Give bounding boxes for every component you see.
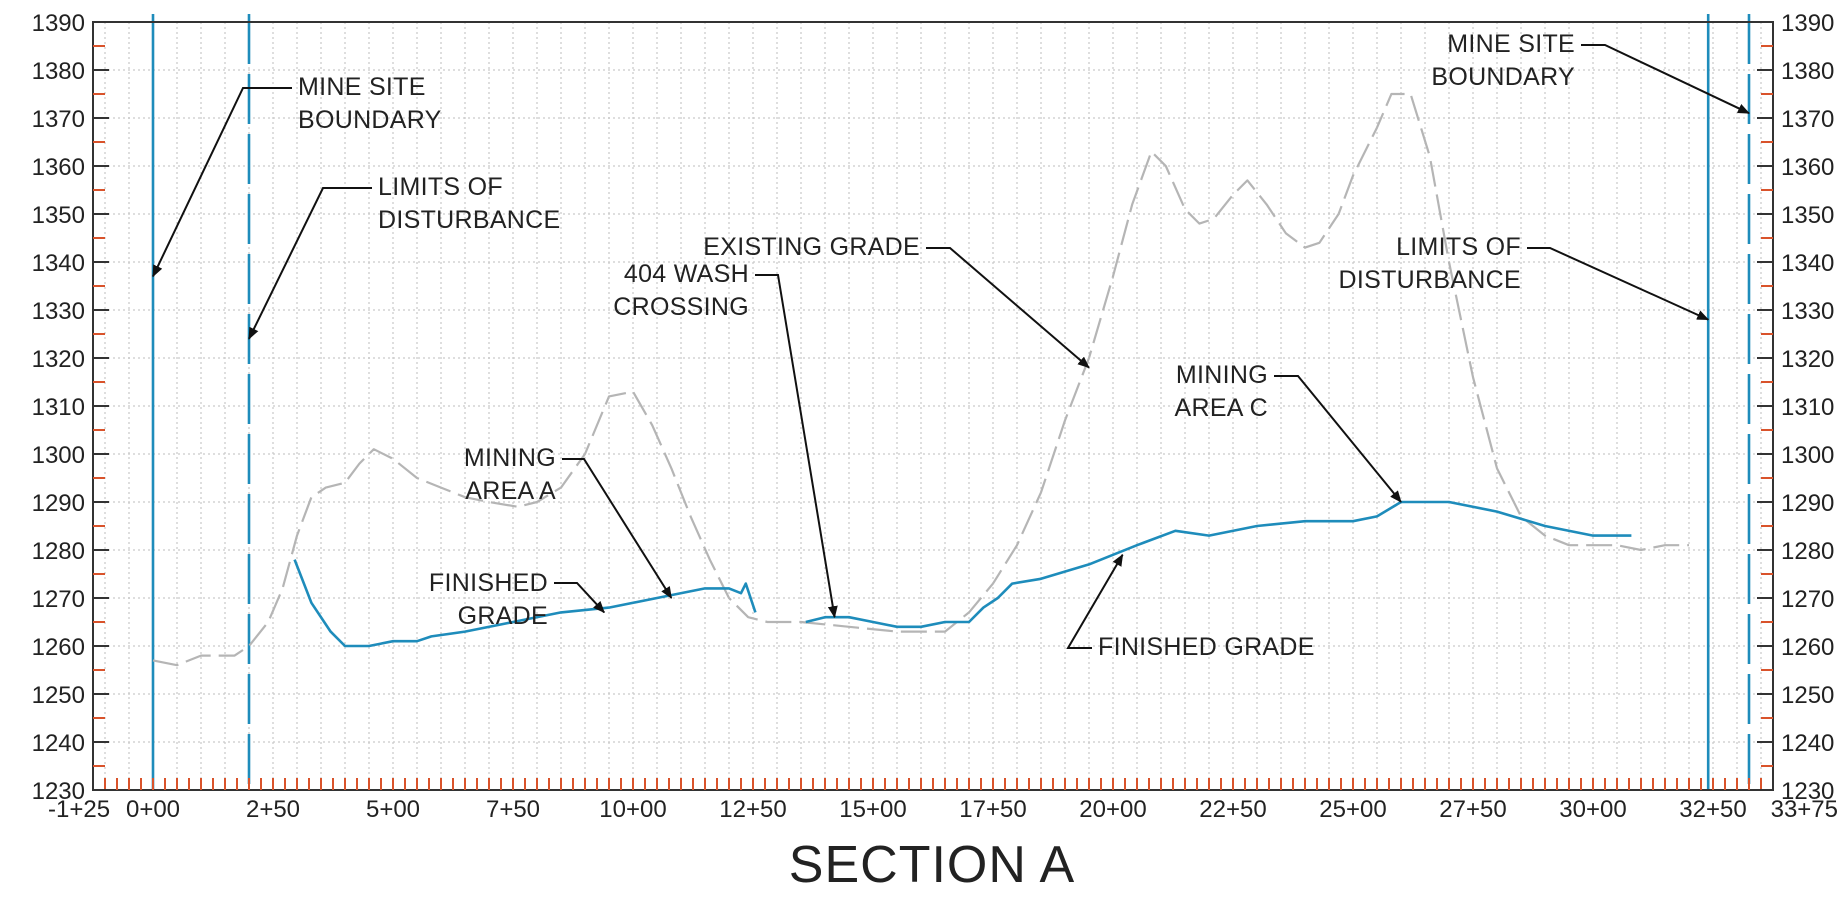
y-tick-label-left: 1250 <box>32 682 85 709</box>
y-tick-label-right: 1320 <box>1781 346 1834 373</box>
annotation-callout: MINE SITE BOUNDARY <box>1431 30 1750 115</box>
y-tick-label-left: 1240 <box>32 730 85 757</box>
annotation-leader-arrow <box>554 582 605 614</box>
y-tick-label-left: 1260 <box>32 634 85 661</box>
annotation-leader-arrow <box>1581 44 1750 115</box>
annotation-label: LIMITS OF <box>378 173 503 201</box>
annotation-label: FINISHED GRADE <box>1098 633 1315 661</box>
y-tick-label-left: 1330 <box>32 298 85 325</box>
y-tick-label-right: 1270 <box>1781 586 1834 613</box>
existing-grade-line <box>152 92 1689 667</box>
annotation-label: LIMITS OF <box>1396 233 1521 261</box>
annotation-leader-arrow <box>926 247 1090 369</box>
annotation-callout: MINING AREA C <box>1175 361 1402 503</box>
annotation-callout: LIMITS OF DISTURBANCE <box>248 173 561 340</box>
y-tick-label-left: 1310 <box>32 394 85 421</box>
annotation-label: DISTURBANCE <box>378 206 561 234</box>
y-tick-label-left: 1370 <box>32 106 85 133</box>
annotation-label: DISTURBANCE <box>1339 266 1522 294</box>
x-tick-label: 33+75 <box>1771 796 1838 823</box>
annotation-leader-arrow <box>1274 375 1402 503</box>
annotation-label: BOUNDARY <box>1431 63 1575 91</box>
x-tick-label: 2+50 <box>246 796 300 823</box>
annotation-callout: FINISHED GRADE <box>429 569 605 630</box>
annotation-label: EXISTING GRADE <box>703 233 920 261</box>
y-tick-label-right: 1390 <box>1781 10 1834 37</box>
y-tick-label-right: 1330 <box>1781 298 1834 325</box>
x-tick-label: 10+00 <box>599 796 666 823</box>
y-tick-label-right: 1350 <box>1781 202 1834 229</box>
y-tick-label-right: 1380 <box>1781 58 1834 85</box>
annotation-callout: MINE SITE BOUNDARY <box>152 73 442 278</box>
x-tick-label: 25+00 <box>1319 796 1386 823</box>
annotation-leader-arrow <box>248 187 372 340</box>
annotation-callout: FINISHED GRADE <box>1066 553 1315 661</box>
y-tick-label-left: 1270 <box>32 586 85 613</box>
annotation-label: MINING <box>1176 361 1268 389</box>
annotation-callout: 404 WASH CROSSING <box>613 260 838 619</box>
annotation-label: 404 WASH <box>624 260 749 288</box>
annotation-label: MINE SITE <box>298 73 426 101</box>
annotation-label: AREA A <box>465 477 556 505</box>
chart-title: SECTION A <box>789 836 1075 894</box>
annotation-label: CROSSING <box>613 293 749 321</box>
annotation-leader-arrow <box>1066 553 1124 649</box>
y-tick-label-right: 1310 <box>1781 394 1834 421</box>
x-tick-label: 17+50 <box>959 796 1026 823</box>
y-tick-label-left: 1290 <box>32 490 85 517</box>
y-tick-label-right: 1360 <box>1781 154 1834 181</box>
annotation-leader-arrow <box>755 274 838 619</box>
y-tick-label-right: 1260 <box>1781 634 1834 661</box>
y-tick-label-left: 1320 <box>32 346 85 373</box>
x-tick-label: 7+50 <box>486 796 540 823</box>
annotation-callout: LIMITS OF DISTURBANCE <box>1339 233 1710 321</box>
x-tick-label: 32+50 <box>1679 796 1746 823</box>
annotation-leader-arrow <box>1527 247 1710 321</box>
y-tick-label-right: 1240 <box>1781 730 1834 757</box>
x-tick-label: -1+25 <box>48 796 110 823</box>
x-tick-label: 27+50 <box>1439 796 1506 823</box>
x-tick-label: 22+50 <box>1199 796 1266 823</box>
x-tick-label: 20+00 <box>1079 796 1146 823</box>
annotation-callout: MINING AREA A <box>464 444 673 599</box>
x-tick-label: 12+50 <box>719 796 786 823</box>
y-tick-label-right: 1300 <box>1781 442 1834 469</box>
annotation-leader-arrow <box>562 458 673 599</box>
tick-layer: 1230 1230 1240 1240 1250 1250 1260 1260 1270 1270… <box>32 10 1838 823</box>
x-tick-label: 5+00 <box>366 796 420 823</box>
y-tick-label-right: 1230 <box>1781 778 1834 805</box>
y-tick-label-right: 1290 <box>1781 490 1834 517</box>
finished-grade-line <box>293 559 757 648</box>
x-tick-label: 30+00 <box>1559 796 1626 823</box>
y-tick-label-right: 1250 <box>1781 682 1834 709</box>
y-tick-label-left: 1380 <box>32 58 85 85</box>
y-tick-label-left: 1280 <box>32 538 85 565</box>
x-tick-label: 0+00 <box>126 796 180 823</box>
grid-layer <box>93 22 1773 790</box>
annotation-label: AREA C <box>1175 394 1269 422</box>
annotation-label: GRADE <box>458 602 548 630</box>
annotation-label: FINISHED <box>429 569 548 597</box>
y-tick-label-left: 1230 <box>32 778 85 805</box>
y-tick-label-right: 1340 <box>1781 250 1834 277</box>
y-tick-label-left: 1300 <box>32 442 85 469</box>
finished-grade-line <box>805 500 1632 629</box>
annotation-callout: EXISTING GRADE <box>703 233 1090 369</box>
annotation-label: BOUNDARY <box>298 106 442 134</box>
annotation-leader-arrow <box>152 87 292 278</box>
x-tick-label: 15+00 <box>839 796 906 823</box>
y-tick-label-left: 1390 <box>32 10 85 37</box>
y-tick-label-left: 1350 <box>32 202 85 229</box>
y-tick-label-left: 1360 <box>32 154 85 181</box>
annotation-label: MINE SITE <box>1447 30 1575 58</box>
series-layer <box>152 92 1689 667</box>
y-tick-label-right: 1280 <box>1781 538 1834 565</box>
y-tick-label-left: 1340 <box>32 250 85 277</box>
y-tick-label-right: 1370 <box>1781 106 1834 133</box>
annotation-label: MINING <box>464 444 556 472</box>
